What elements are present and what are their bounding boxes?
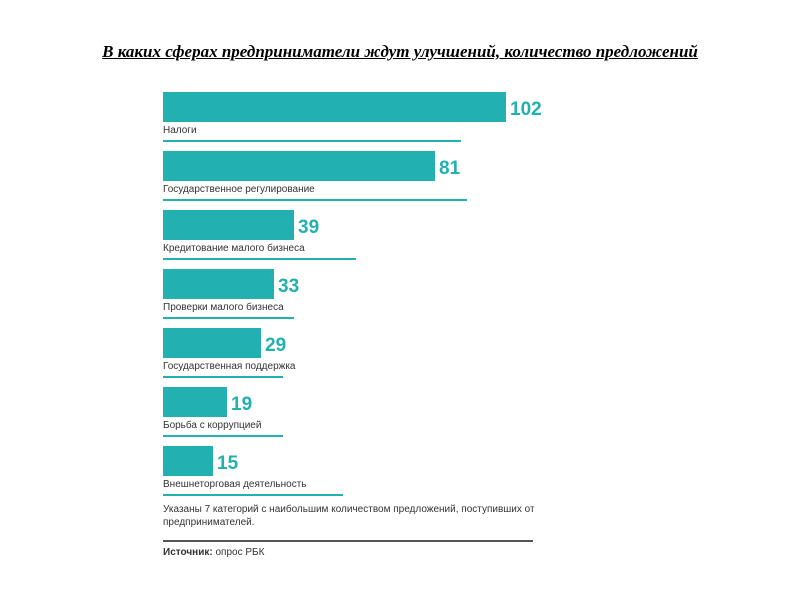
bar (163, 269, 274, 299)
bar (163, 92, 506, 122)
bar-value-label: 19 (231, 394, 252, 415)
category-label: Налоги (163, 125, 197, 136)
category-label: Государственная поддержка (163, 361, 296, 372)
chart-source: Источник: опрос РБК (163, 547, 264, 558)
source-value: опрос РБК (215, 547, 265, 558)
bar (163, 387, 227, 417)
bar-value-label: 15 (217, 453, 239, 474)
category-label: Внешнеторговая деятельность (163, 479, 307, 490)
chart-note: Указаны 7 категорий с наибольшим количес… (163, 504, 535, 528)
bar-value-label: 39 (298, 217, 319, 238)
bar-value-label: 102 (510, 99, 542, 120)
category-label: Проверки малого бизнеса (163, 301, 284, 313)
bar (163, 151, 435, 181)
bar-value-label: 33 (278, 276, 299, 297)
category-label: Борьба с коррупцией (163, 419, 261, 431)
bar (163, 210, 294, 240)
category-label: Государственное регулирование (163, 184, 315, 195)
chart-title: В каких сферах предприниматели ждут улуч… (102, 42, 698, 61)
bar-value-label: 81 (439, 158, 461, 179)
source-label: Источник: (163, 547, 213, 558)
bar-value-label: 29 (265, 335, 286, 356)
source-divider (163, 540, 533, 542)
category-label: Кредитование малого бизнеса (163, 242, 305, 254)
bar (163, 446, 213, 476)
bar (163, 328, 261, 358)
